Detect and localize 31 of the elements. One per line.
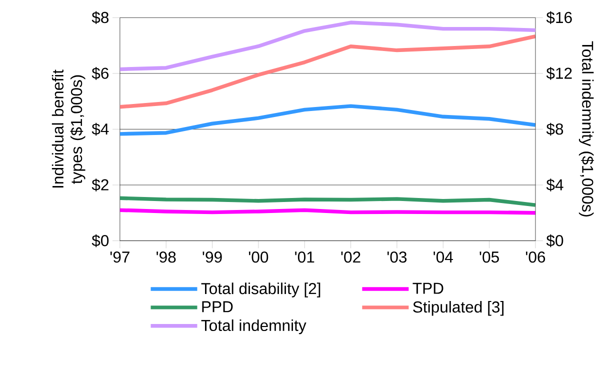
y2-tick-label: $16 [546,11,572,24]
y2-tick-label: $4 [546,178,564,192]
x-tick-label: '04 [434,251,453,263]
line-series [120,104,536,136]
y-tick-label: $8 [92,11,109,24]
legend-label: Total indemnity [201,319,306,334]
x-tick-label: '02 [341,251,360,263]
line-series [120,196,536,207]
y-tick-label: $6 [92,67,108,80]
x-tick-label: '06 [526,251,546,263]
legend-label: PPD [202,301,233,312]
x-tick-label: '01 [295,251,314,263]
x-tick-label: '98 [156,251,176,263]
legend-label: TPD [412,282,444,294]
y2-tick-label: $8 [546,122,564,136]
legend-label: Total disability [2] [201,282,320,298]
line-series [120,34,536,109]
y2-tick-label: $0 [546,234,564,248]
y2-axis-title: Total indemnity ($1,000s) [578,41,594,216]
y-axis-title: Individual benefit types ($1,000s) [52,70,86,188]
x-tick-label: '00 [248,251,268,263]
x-tick-label: '97 [110,251,130,263]
legend-label: Stipulated [3] [413,300,504,316]
y-tick-label: $2 [92,178,108,192]
x-tick-label: '05 [480,251,499,263]
x-tick-label: '03 [387,251,407,263]
y-tick-label: $0 [92,234,109,248]
line-series [120,20,536,72]
x-tick-label: '99 [202,251,222,263]
y2-tick-label: $12 [546,67,572,80]
y-tick-label: $4 [92,122,109,136]
